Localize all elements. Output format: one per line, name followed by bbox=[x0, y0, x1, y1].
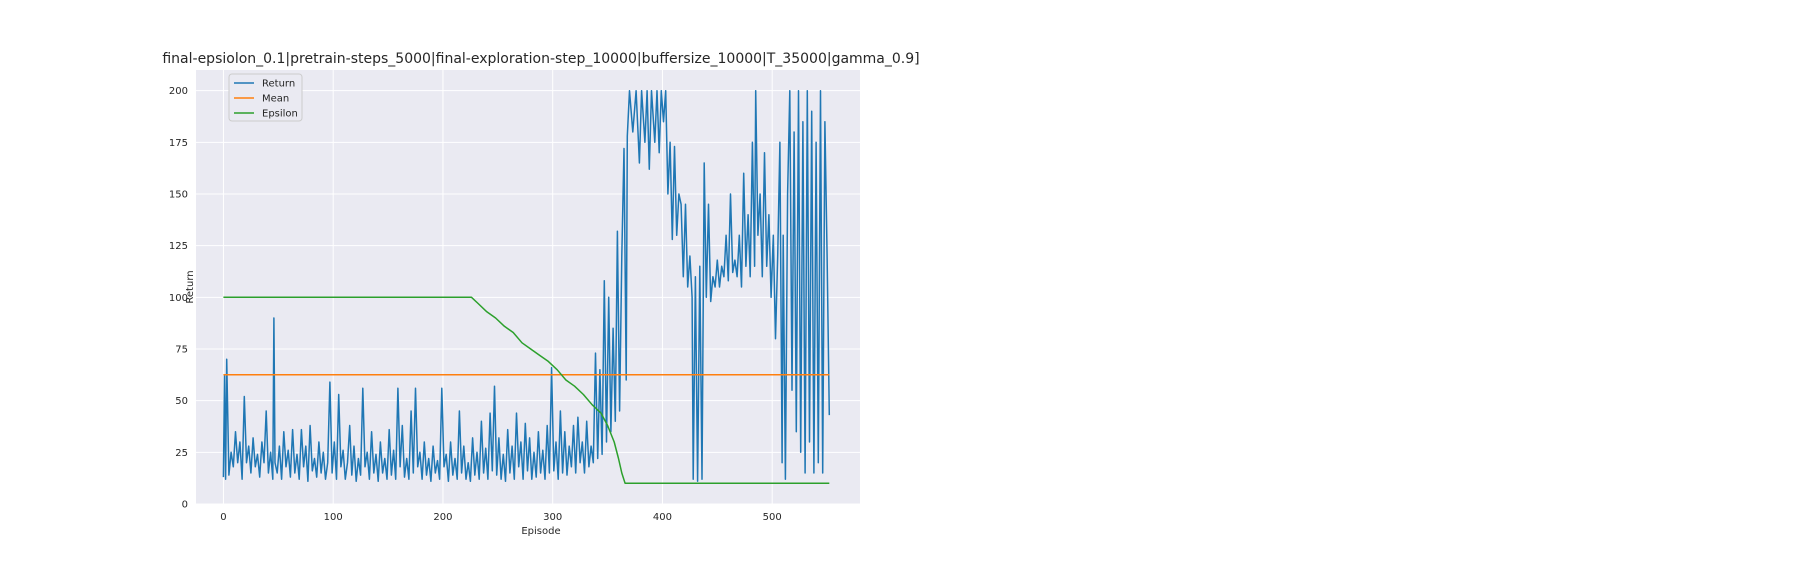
series-line-return bbox=[222, 89, 831, 483]
legend-items: Return Mean Epsilon bbox=[234, 79, 298, 120]
x-tick-label: 400 bbox=[653, 512, 672, 523]
y-tick-label: 0 bbox=[182, 500, 188, 511]
legend-label: Mean bbox=[262, 94, 289, 105]
legend: Return Mean Epsilon bbox=[228, 73, 303, 122]
x-axis-ticks: 0 100 200 300 400 500 bbox=[220, 512, 781, 523]
y-tick-label: 100 bbox=[169, 293, 188, 304]
x-tick-label: 0 bbox=[220, 512, 226, 523]
chart-title: final-epsiolon_0.1|pretrain-steps_5000|f… bbox=[162, 51, 919, 67]
legend-box bbox=[228, 73, 303, 122]
y-tick-label: 175 bbox=[169, 138, 188, 149]
y-axis-ticks: 0 25 50 75 100 125 150 175 200 bbox=[169, 86, 188, 510]
x-tick-label: 500 bbox=[763, 512, 782, 523]
y-tick-label: 200 bbox=[169, 86, 188, 97]
x-axis-label: Episode bbox=[521, 526, 560, 537]
x-tick-label: 300 bbox=[543, 512, 562, 523]
y-tick-label: 150 bbox=[169, 190, 188, 201]
x-tick-label: 100 bbox=[324, 512, 343, 523]
series-layer bbox=[222, 89, 831, 485]
legend-label: Epsilon bbox=[262, 109, 298, 120]
legend-entry-return: Return bbox=[234, 79, 295, 90]
legend-entry-epsilon: Epsilon bbox=[234, 109, 298, 120]
y-tick-label: 50 bbox=[175, 396, 188, 407]
y-tick-label: 125 bbox=[169, 241, 188, 252]
y-tick-label: 75 bbox=[175, 345, 188, 356]
series-line-epsilon bbox=[223, 296, 830, 485]
x-tick-label: 200 bbox=[433, 512, 452, 523]
y-axis-label: Return bbox=[185, 270, 196, 303]
legend-entry-mean: Mean bbox=[234, 94, 289, 105]
y-tick-label: 25 bbox=[175, 448, 188, 459]
legend-label: Return bbox=[262, 79, 295, 90]
plot-area bbox=[196, 70, 860, 504]
